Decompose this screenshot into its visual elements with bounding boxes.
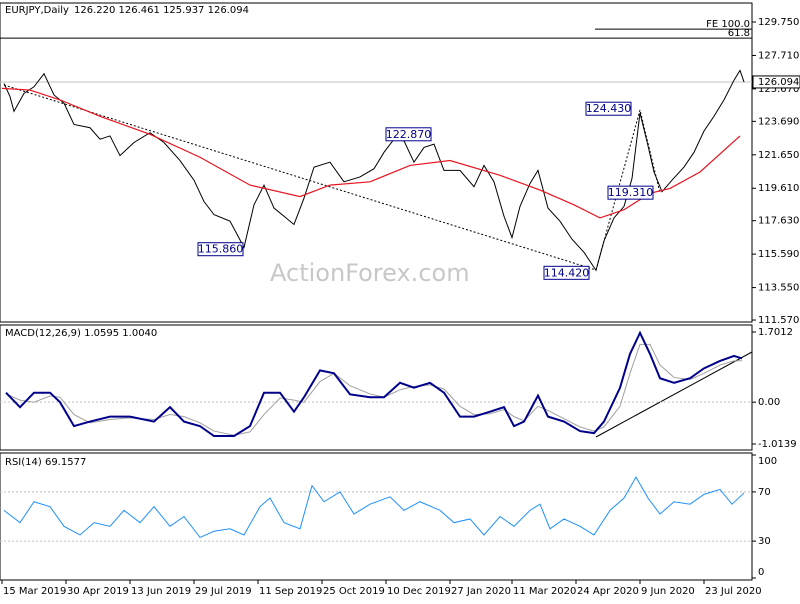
annotation-box: [543, 265, 590, 280]
rsi-line: [3, 476, 745, 539]
annotation-box: [197, 242, 244, 257]
macd-line: [5, 330, 743, 438]
macd-tick-label: 1.7012: [758, 327, 793, 338]
annotation-label: 115.860: [198, 243, 244, 256]
rsi-tick-label: 100: [758, 456, 777, 467]
rsi-title: RSI(14) 69.1577: [5, 457, 86, 468]
x-tick-label: 27 Jan 2020: [451, 586, 511, 597]
last-price-box: [752, 75, 800, 89]
x-tick-label: 29 Jul 2019: [195, 586, 252, 597]
x-tick-label: 11 Sep 2019: [259, 586, 322, 597]
macd-tick-label: -1.0139: [758, 439, 797, 450]
y-tick-label: 113.550: [758, 283, 799, 294]
macd-tick-label: 0.00: [758, 397, 780, 408]
x-tick-label: 9 Jun 2020: [641, 586, 695, 597]
watermark: ActionForex.com: [270, 259, 470, 287]
y-tick-label: 125.670: [758, 84, 799, 95]
y-tick-label: 115.590: [758, 249, 799, 260]
rsi-tick-label: 30: [758, 536, 771, 547]
annotation-label: 122.870: [386, 128, 432, 141]
annotation-label: 124.430: [586, 102, 632, 115]
annotation-label: 114.420: [544, 266, 590, 279]
wave-line: [595, 109, 661, 271]
y-tick-label: 117.630: [758, 216, 799, 227]
annotation-box: [607, 185, 654, 200]
y-tick-label: 129.750: [758, 17, 799, 28]
x-tick-label: 15 Mar 2019: [3, 586, 66, 597]
annotation-box: [585, 101, 632, 116]
chart-subtitle: 126.220 126.461 125.937 126.094: [74, 5, 249, 16]
rsi-tick-label: 0: [758, 567, 764, 578]
annotation-box: [385, 127, 432, 142]
x-tick-label: 25 Oct 2019: [323, 586, 385, 597]
x-tick-label: 11 Mar 2020: [513, 586, 576, 597]
trend-line: [3, 84, 597, 271]
y-tick-label: 111.570: [758, 315, 799, 326]
x-tick-label: 30 Apr 2019: [67, 586, 129, 597]
x-tick-label: 23 Jul 2020: [705, 586, 762, 597]
y-tick-label: 119.610: [758, 183, 799, 194]
y-tick-label: 127.710: [758, 50, 799, 61]
fib-label: 61.8: [728, 28, 750, 39]
last-price-label: 126.094: [758, 77, 799, 88]
fib-label: FE 100.0: [706, 19, 750, 30]
macd-trend-line: [595, 351, 753, 438]
chart-title: EURJPY,Daily: [5, 5, 69, 16]
macd-title: MACD(12,26,9) 1.0595 1.0040: [5, 328, 157, 339]
x-tick-label: 24 Apr 2020: [577, 586, 639, 597]
rsi-tick-label: 70: [758, 487, 771, 498]
y-tick-label: 121.650: [758, 150, 799, 161]
macd-panel: [0, 324, 753, 451]
x-tick-label: 13 Jun 2019: [131, 586, 191, 597]
price-panel: [0, 2, 753, 323]
annotation-label: 119.310: [608, 186, 654, 199]
y-tick-label: 123.690: [758, 116, 799, 127]
x-tick-label: 10 Dec 2019: [387, 586, 451, 597]
rsi-panel: [0, 452, 753, 581]
